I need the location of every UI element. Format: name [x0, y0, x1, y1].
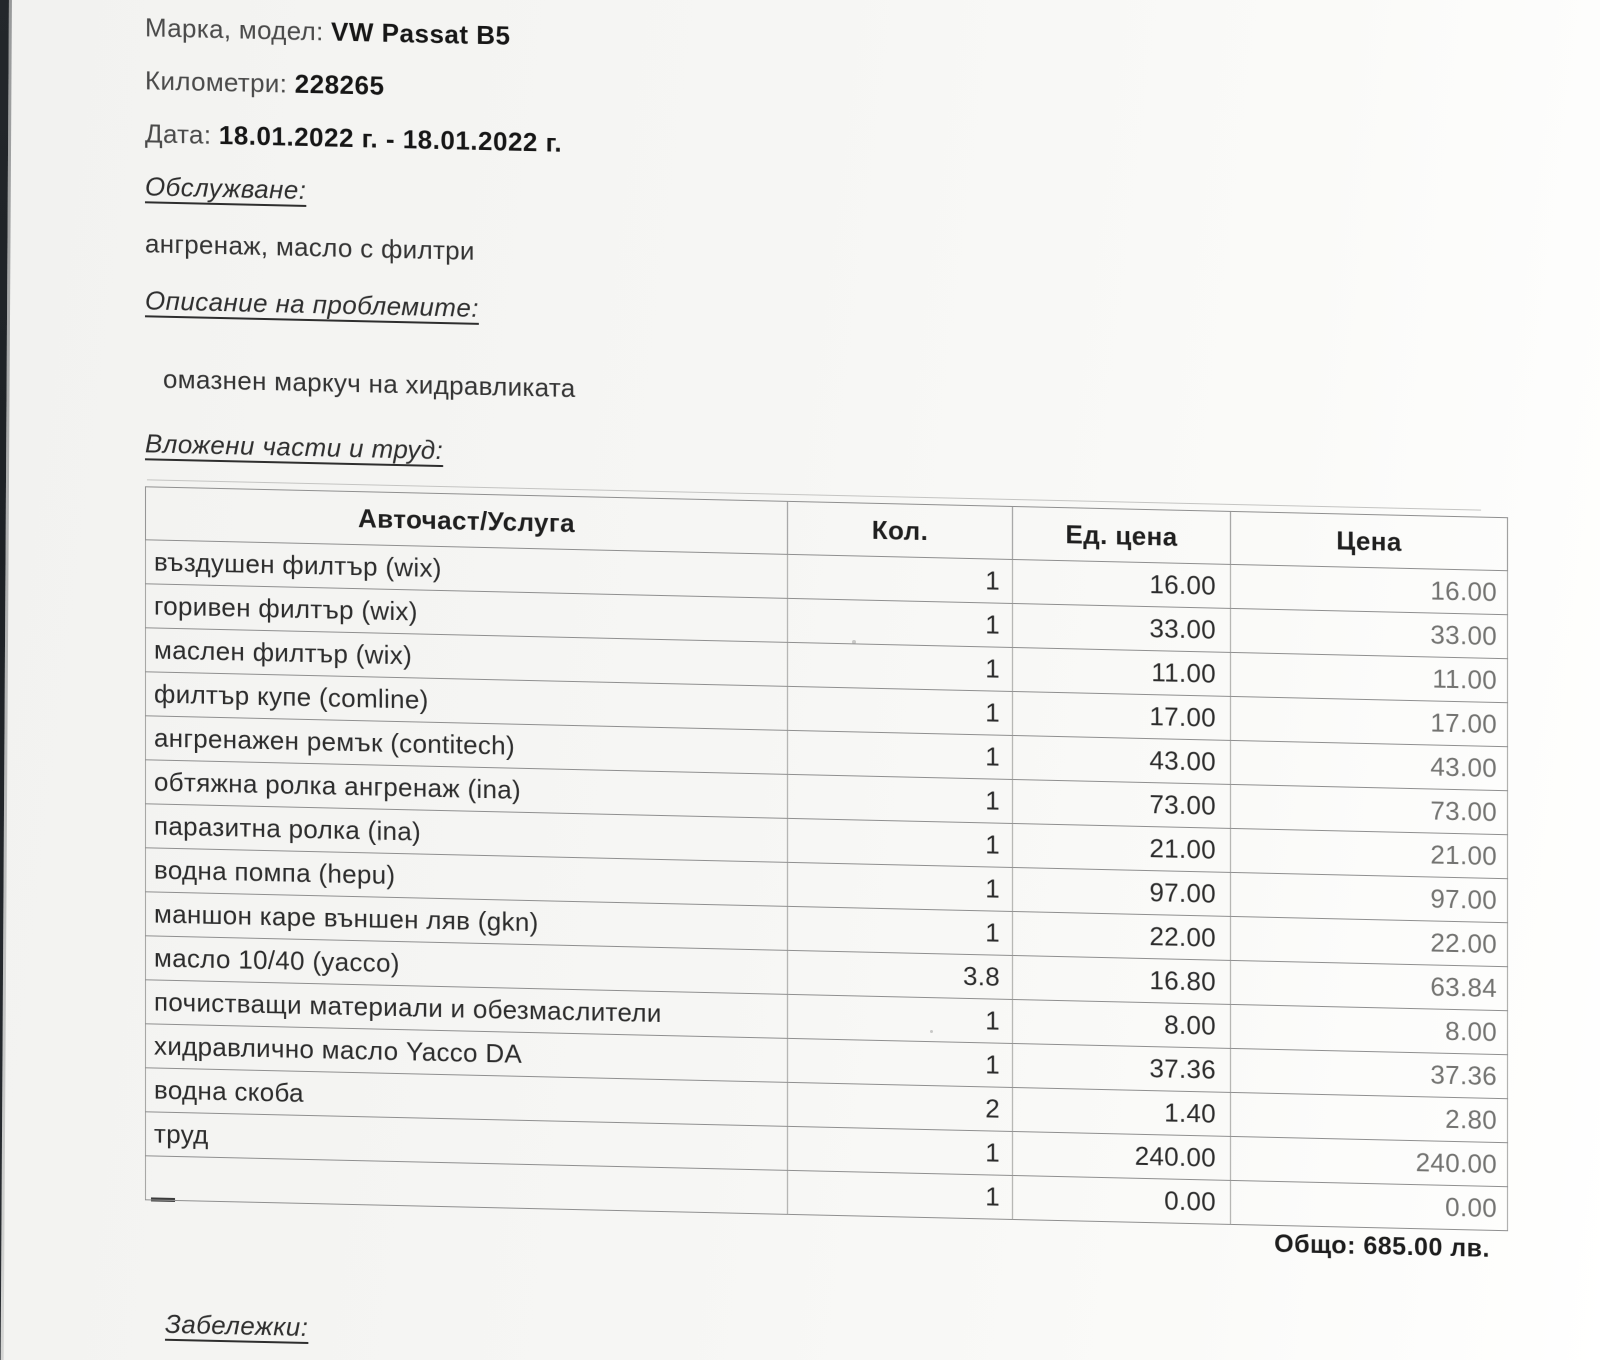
unit-price-cell: 240.00: [1012, 1131, 1231, 1181]
price-cell: 63.84: [1230, 960, 1508, 1011]
price-cell: 97.00: [1230, 872, 1508, 923]
unit-price-cell: 97.00: [1012, 867, 1231, 917]
field-date: Дата: 18.01.2022 г. - 18.01.2022 г.: [145, 117, 1600, 184]
quantity-cell: 1: [787, 730, 1013, 780]
quantity-cell: 1: [787, 598, 1013, 648]
unit-price-cell: 43.00: [1012, 735, 1231, 785]
quantity-cell: 1: [787, 818, 1013, 868]
price-cell: 2.80: [1230, 1092, 1508, 1143]
unit-price-cell: 33.00: [1012, 603, 1231, 653]
price-cell: 33.00: [1230, 608, 1508, 659]
quantity-cell: 1: [787, 906, 1013, 956]
quantity-cell: 1: [787, 994, 1013, 1044]
price-cell: 17.00: [1230, 696, 1508, 747]
field-date-label: Дата:: [145, 118, 212, 150]
col-header-qty: Кол.: [787, 501, 1013, 560]
unit-price-cell: 22.00: [1012, 911, 1231, 961]
heading-problems: Описание на проблемите:: [145, 285, 479, 323]
field-make-model-label: Марка, модел:: [145, 12, 324, 47]
price-cell: 43.00: [1230, 740, 1508, 791]
problems-text: омазнен маркуч на хидравликата: [163, 363, 576, 404]
heading-service: Обслужване:: [145, 171, 307, 205]
field-kilometers-label: Километри:: [145, 65, 288, 99]
parts-table-body: въздушен филтър (wix) 1 16.00 16.00 горивен …: [145, 539, 1508, 1231]
unit-price-cell: 37.36: [1012, 1043, 1231, 1093]
field-date-value: 18.01.2022 г. - 18.01.2022 г.: [218, 119, 563, 158]
price-cell: 73.00: [1230, 784, 1508, 835]
quantity-cell: 1: [787, 642, 1013, 692]
col-header-unit-price: Ед. цена: [1012, 506, 1231, 565]
quantity-cell: 1: [787, 862, 1013, 912]
parts-table-wrap: Авточаст/Услуга Кол. Ед. цена Цена възду…: [145, 486, 1508, 1231]
heading-notes: Забележки:: [165, 1308, 309, 1342]
unit-price-cell: 17.00: [1012, 691, 1231, 741]
field-make-model: Марка, модел: VW Passat B5: [145, 11, 1600, 78]
quantity-cell: 1: [787, 774, 1013, 824]
total-label: Общо:: [1274, 1229, 1356, 1260]
field-kilometers-value: 228265: [294, 68, 385, 101]
price-cell: 8.00: [1230, 1004, 1508, 1055]
quantity-cell: 2: [787, 1082, 1013, 1132]
unit-price-cell: 0.00: [1012, 1175, 1231, 1225]
field-make-model-value: VW Passat B5: [331, 16, 511, 51]
unit-price-cell: 73.00: [1012, 779, 1231, 829]
price-cell: 37.36: [1230, 1048, 1508, 1099]
price-cell: 21.00: [1230, 828, 1508, 879]
quantity-cell: 1: [787, 686, 1013, 736]
unit-price-cell: 16.80: [1012, 955, 1231, 1005]
col-header-price: Цена: [1230, 511, 1508, 571]
quantity-cell: 3.8: [787, 950, 1013, 1000]
unit-price-cell: 1.40: [1012, 1087, 1231, 1137]
price-cell: 0.00: [1230, 1180, 1508, 1231]
total-value: 685.00 лв.: [1363, 1231, 1490, 1263]
price-cell: 22.00: [1230, 916, 1508, 967]
unit-price-cell: 21.00: [1012, 823, 1231, 873]
quantity-cell: 1: [787, 1038, 1013, 1088]
unit-price-cell: 16.00: [1012, 559, 1231, 609]
price-cell: 16.00: [1230, 564, 1508, 615]
unit-price-cell: 11.00: [1012, 647, 1231, 697]
parts-table: Авточаст/Услуга Кол. Ед. цена Цена възду…: [145, 486, 1508, 1231]
service-text: ангренаж, масло с филтри: [145, 228, 475, 266]
quantity-cell: 1: [787, 1170, 1013, 1220]
unit-price-cell: 8.00: [1012, 999, 1231, 1049]
price-cell: 240.00: [1230, 1136, 1508, 1187]
quantity-cell: 1: [787, 1126, 1013, 1176]
price-cell: 11.00: [1230, 652, 1508, 703]
field-kilometers: Километри: 228265: [145, 64, 1600, 131]
quantity-cell: 1: [787, 554, 1013, 604]
